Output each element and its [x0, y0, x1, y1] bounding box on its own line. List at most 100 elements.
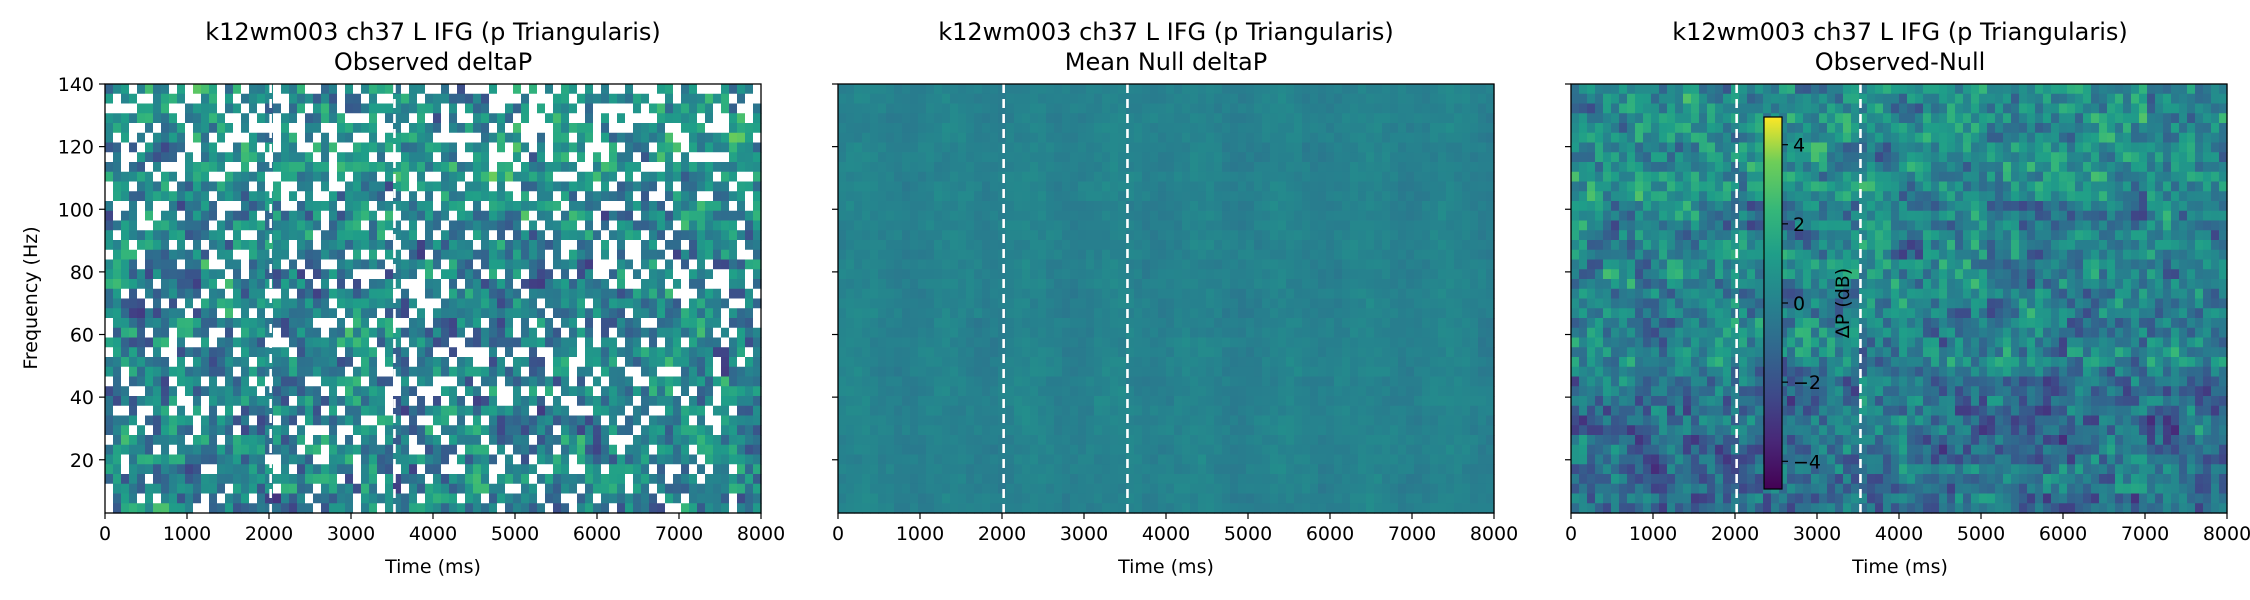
heatmap-cell: [537, 181, 546, 192]
heatmap-cell: [1062, 84, 1071, 95]
heatmap-cell: [425, 171, 434, 183]
heatmap-cell: [862, 142, 871, 153]
heatmap-cell: [601, 288, 610, 300]
heatmap-cell: [721, 493, 730, 504]
heatmap-cell: [553, 259, 562, 270]
heatmap-cell: [577, 503, 586, 514]
heatmap-cell: [633, 454, 642, 465]
heatmap-cell: [982, 201, 991, 212]
heatmap-cell: [553, 249, 562, 261]
heatmap-cell: [265, 249, 274, 261]
heatmap-cell: [878, 366, 887, 378]
heatmap-cell: [489, 357, 498, 368]
heatmap-cell: [886, 201, 895, 212]
heatmap-cell: [1046, 181, 1055, 192]
heatmap-cell: [177, 201, 186, 212]
heatmap-cell: [990, 269, 999, 280]
heatmap-cell: [289, 357, 298, 368]
heatmap-cell: [974, 503, 983, 514]
heatmap-cell: [425, 269, 434, 280]
heatmap-cell: [465, 93, 474, 105]
heatmap-cell: [593, 357, 602, 368]
heatmap-cell: [745, 308, 754, 319]
heatmap-cell: [225, 288, 234, 300]
heatmap-cell: [862, 162, 871, 173]
heatmap-cell: [721, 93, 730, 105]
heatmap-cell: [393, 84, 402, 95]
heatmap-cell: [894, 444, 903, 456]
heatmap-cell: [894, 493, 903, 504]
heatmap-cell: [902, 347, 911, 358]
heatmap-cell: [481, 279, 490, 290]
heatmap-cell: [609, 279, 618, 290]
heatmap-cell: [113, 327, 122, 339]
heatmap-cell: [241, 84, 250, 95]
heatmap-cell: [145, 474, 154, 485]
heatmap-cell: [838, 93, 847, 105]
heatmap-cell: [601, 503, 610, 514]
heatmap-cell: [729, 357, 738, 368]
heatmap-cell: [153, 454, 162, 465]
heatmap-cell: [313, 93, 322, 105]
heatmap-cell: [577, 308, 586, 319]
heatmap-cell: [425, 249, 434, 261]
heatmap-cell: [926, 132, 935, 144]
heatmap-cell: [193, 152, 202, 163]
heatmap-cell: [862, 357, 871, 368]
heatmap-cell: [633, 357, 642, 368]
heatmap-cell: [745, 84, 754, 95]
heatmap-cell: [233, 142, 242, 153]
heatmap-cell: [1054, 493, 1063, 504]
heatmap-cell: [665, 152, 674, 163]
heatmap-cell: [681, 152, 690, 163]
heatmap-cell: [177, 337, 186, 348]
heatmap-cell: [721, 288, 730, 300]
heatmap-cell: [1038, 210, 1047, 222]
heatmap-cell: [753, 84, 762, 95]
heatmap-cell: [385, 288, 394, 300]
heatmap-cell: [1038, 503, 1047, 514]
heatmap-cell: [281, 240, 290, 251]
heatmap-cell: [369, 103, 378, 114]
heatmap-cell: [753, 327, 762, 339]
heatmap-cell: [545, 279, 554, 290]
heatmap-cell: [545, 396, 554, 407]
heatmap-cell: [593, 327, 602, 339]
heatmap-cell: [705, 474, 714, 485]
heatmap-cell: [241, 415, 250, 426]
heatmap-cell: [393, 249, 402, 261]
heatmap-cell: [862, 288, 871, 300]
heatmap-cell: [537, 425, 546, 436]
heatmap-cell: [601, 132, 610, 144]
heatmap-cell: [249, 142, 258, 153]
heatmap-cell: [193, 181, 202, 192]
heatmap-cell: [561, 483, 570, 495]
heatmap-cell: [737, 347, 746, 358]
heatmap-cell: [473, 357, 482, 368]
heatmap-cell: [529, 113, 538, 124]
heatmap-cell: [177, 318, 186, 329]
heatmap-cell: [1022, 240, 1031, 251]
heatmap-cell: [926, 415, 935, 426]
heatmap-cell: [729, 113, 738, 124]
heatmap-cell: [105, 474, 114, 485]
heatmap-cell: [449, 152, 458, 163]
heatmap-cell: [1014, 366, 1023, 378]
heatmap-cell: [281, 493, 290, 504]
heatmap-cell: [1070, 220, 1079, 231]
heatmap-cell: [345, 93, 354, 105]
heatmap-cell: [297, 503, 306, 514]
heatmap-cell: [878, 444, 887, 456]
heatmap-cell: [273, 142, 282, 153]
heatmap-cell: [225, 386, 234, 397]
heatmap-cell: [617, 337, 626, 348]
heatmap-cell: [185, 230, 194, 241]
heatmap-cell: [1062, 327, 1071, 339]
heatmap-cell: [217, 259, 226, 270]
heatmap-cell: [441, 435, 450, 446]
heatmap-cell: [473, 405, 482, 417]
heatmap-cell: [910, 220, 919, 231]
heatmap-cell: [705, 454, 714, 465]
heatmap-cell: [1062, 230, 1071, 241]
heatmap-cell: [281, 152, 290, 163]
